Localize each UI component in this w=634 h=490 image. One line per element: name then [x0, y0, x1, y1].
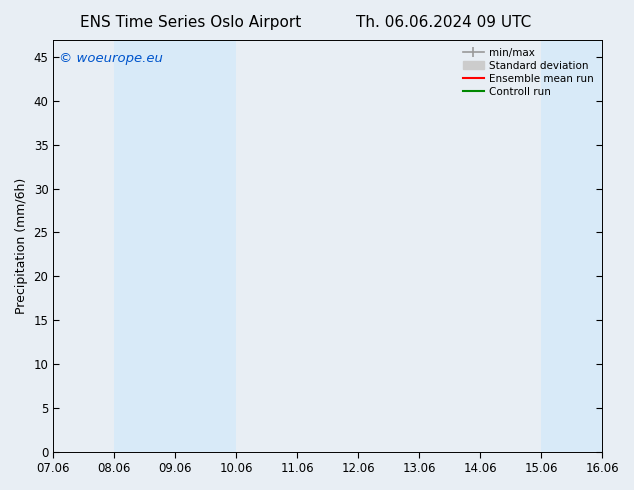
Y-axis label: Precipitation (mm/6h): Precipitation (mm/6h) — [15, 177, 28, 314]
Bar — [541, 40, 634, 452]
Bar — [114, 40, 236, 452]
Text: © woeurope.eu: © woeurope.eu — [59, 52, 163, 65]
Text: ENS Time Series Oslo Airport: ENS Time Series Oslo Airport — [80, 15, 301, 30]
Legend: min/max, Standard deviation, Ensemble mean run, Controll run: min/max, Standard deviation, Ensemble me… — [460, 45, 597, 100]
Text: Th. 06.06.2024 09 UTC: Th. 06.06.2024 09 UTC — [356, 15, 531, 30]
